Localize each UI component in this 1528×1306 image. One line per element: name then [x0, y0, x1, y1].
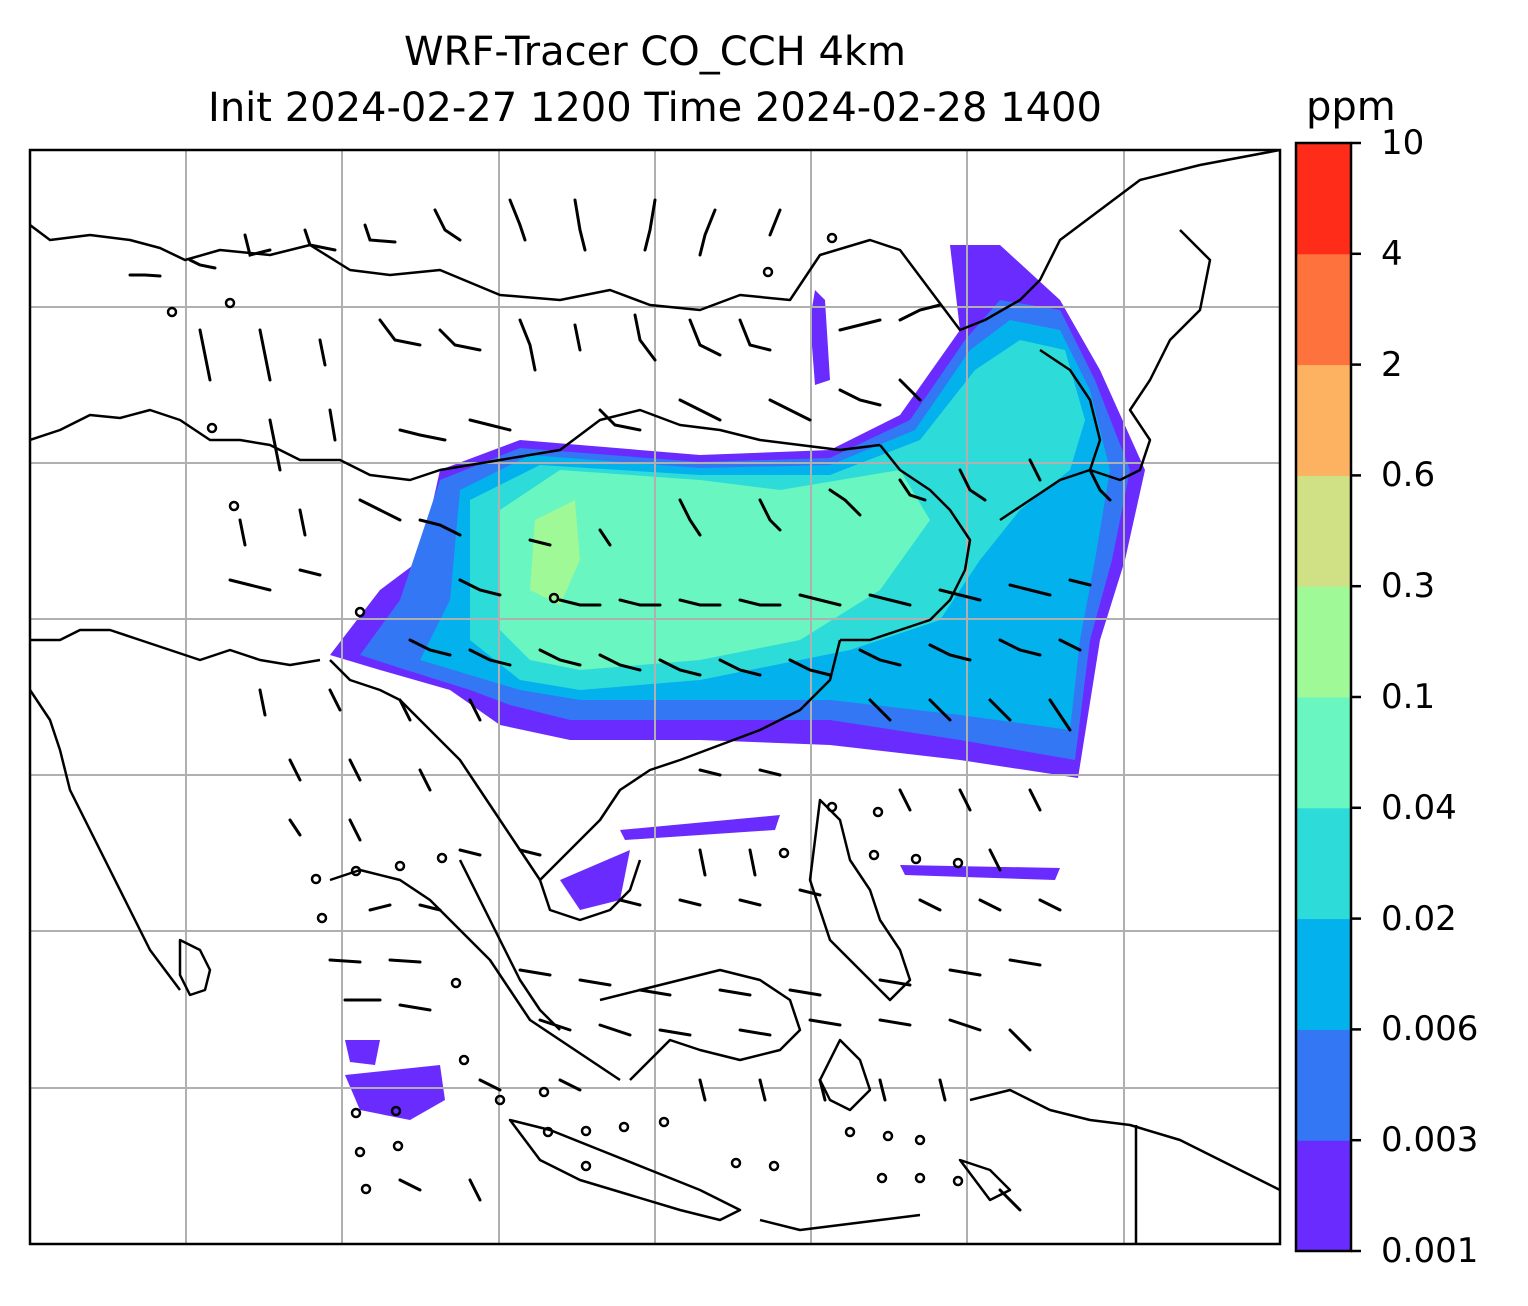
- colorbar-tick-label: 0.02: [1381, 898, 1457, 939]
- colorbar-tick-label: 0.001: [1381, 1231, 1479, 1271]
- colorbar-tick-label: 0.003: [1381, 1120, 1479, 1161]
- wind-barbs: [128, 198, 1112, 1212]
- map-frame: [28, 148, 1282, 1246]
- colorbar-tick-label: 4: [1381, 233, 1403, 274]
- colorbar-segment: [1296, 253, 1351, 366]
- coastlines: [30, 150, 1280, 1244]
- colorbar-segment: [1296, 918, 1351, 1030]
- colorbar-segment: [1296, 586, 1351, 698]
- colorbar-segment: [1296, 1140, 1351, 1252]
- colorbar-segment: [1296, 1029, 1351, 1141]
- tracer-plume-field: [330, 245, 1145, 1120]
- map-title-line2: Init 2024-02-27 1200 Time 2024-02-28 140…: [208, 85, 1102, 131]
- colorbar-tick-label: 2: [1381, 344, 1403, 385]
- colorbar-tick-label: 10: [1381, 123, 1425, 163]
- map-panel: [30, 150, 1280, 1244]
- colorbar-tick-label: 0.04: [1381, 787, 1457, 828]
- map-gridlines: [30, 150, 1280, 1244]
- calm-wind-markers: [166, 232, 964, 1195]
- colorbar-segment: [1296, 364, 1351, 476]
- colorbar-ticks: [1351, 141, 1361, 1253]
- colorbar-tick-label: 0.006: [1381, 1009, 1479, 1050]
- colorbar-segment: [1296, 143, 1351, 255]
- colorbar: [1296, 143, 1351, 1252]
- colorbar-tick-label: 0.6: [1381, 455, 1436, 496]
- colorbar-segment: [1296, 475, 1351, 587]
- colorbar-unit-label: ppm: [1306, 84, 1396, 130]
- colorbar-tick-label: 0.3: [1381, 566, 1436, 607]
- map-title-line1: WRF-Tracer CO_CCH 4km: [403, 29, 907, 75]
- colorbar-segment: [1296, 807, 1351, 920]
- colorbar-segment: [1296, 697, 1351, 809]
- colorbar-tick-label: 0.1: [1381, 677, 1436, 717]
